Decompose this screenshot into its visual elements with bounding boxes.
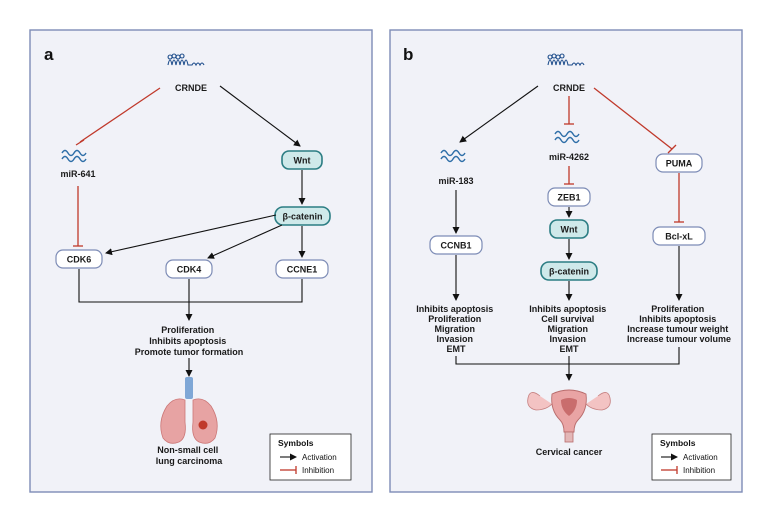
- outcome-a: Proliferation Inhibits apoptosis Promote…: [135, 325, 244, 357]
- mir183-icon: [440, 149, 466, 163]
- edge-crnde-activates-wnt: [219, 85, 301, 147]
- zeb1-node: [547, 187, 591, 207]
- crnde-label: CRNDE: [175, 83, 207, 93]
- beta-catenin-node-a: [274, 206, 331, 226]
- bclxl-node: [652, 226, 706, 246]
- edge-beta-catenin-activates-cdk4: [207, 224, 283, 259]
- merge-bracket-b: [455, 347, 680, 365]
- wnt-node-a: [281, 150, 323, 170]
- legend-b-inhibition: Inhibition: [683, 466, 715, 475]
- puma-label: PUMA: [666, 159, 693, 169]
- legend-a-activation: Activation: [302, 453, 337, 462]
- wnt-label-a: Wnt: [294, 156, 311, 166]
- outcome-b-left: Inhibits apoptosis Proliferation Migrati…: [416, 304, 496, 354]
- beta-catenin-label-a: β-catenin: [283, 212, 323, 222]
- ccne1-label: CCNE1: [287, 265, 318, 275]
- edge-crnde-puma-bar: [667, 144, 677, 154]
- beta-catenin-node-b: [540, 261, 598, 281]
- mir641-icon: [61, 149, 87, 163]
- edge-crnde-inhibits-mir641: [79, 87, 161, 143]
- legend-a-title: Symbols: [278, 438, 314, 448]
- ccnb1-node: [429, 235, 483, 255]
- edge-beta-catenin-activates-cdk6: [105, 214, 277, 256]
- legend-b-title: Symbols: [660, 438, 696, 448]
- beta-catenin-label-b: β-catenin: [549, 267, 589, 277]
- crnde-rna-icon: [167, 53, 205, 67]
- legend-b-activation: Activation: [683, 453, 718, 462]
- uterus-icon: [527, 389, 611, 443]
- edge-crnde-activates-mir183: [459, 85, 539, 143]
- disease-a: Non-small cell lung carcinoma: [156, 445, 224, 466]
- cdk6-label: CDK6: [67, 255, 92, 265]
- ccnb1-label: CCNB1: [440, 241, 471, 251]
- mir4262-label: miR-4262: [549, 152, 589, 162]
- mir641-label: miR-641: [60, 169, 95, 179]
- cdk6-node: [55, 249, 103, 269]
- bclxl-label: Bcl-xL: [665, 232, 693, 242]
- disease-b: Cervical cancer: [536, 447, 603, 457]
- cdk4-label: CDK4: [177, 265, 202, 275]
- zeb1-label: ZEB1: [557, 193, 580, 203]
- panel-a-letter: a: [44, 45, 54, 64]
- merge-bracket-a: [78, 269, 303, 303]
- edge-crnde-inhibits-puma: [593, 87, 673, 150]
- panel-b-letter: b: [403, 45, 413, 64]
- mir183-label: miR-183: [438, 176, 473, 186]
- ccne1-node: [275, 259, 329, 279]
- puma-node: [655, 153, 703, 173]
- outcome-b-right: Proliferation Inhibits apoptosis Increas…: [627, 304, 731, 344]
- edge-crnde-mir641-bar: [75, 139, 85, 146]
- mir4262-icon: [554, 130, 580, 144]
- cdk4-node: [165, 259, 213, 279]
- legend-a-inhibition: Inhibition: [302, 466, 334, 475]
- wnt-label-b: Wnt: [561, 225, 578, 235]
- lung-icon: [160, 377, 218, 444]
- outcome-b-mid: Inhibits apoptosis Cell survival Migrati…: [529, 304, 609, 354]
- wnt-node-b: [549, 219, 589, 239]
- crnde-label-b: CRNDE: [553, 83, 585, 93]
- crnde-rna-icon-b: [547, 53, 585, 67]
